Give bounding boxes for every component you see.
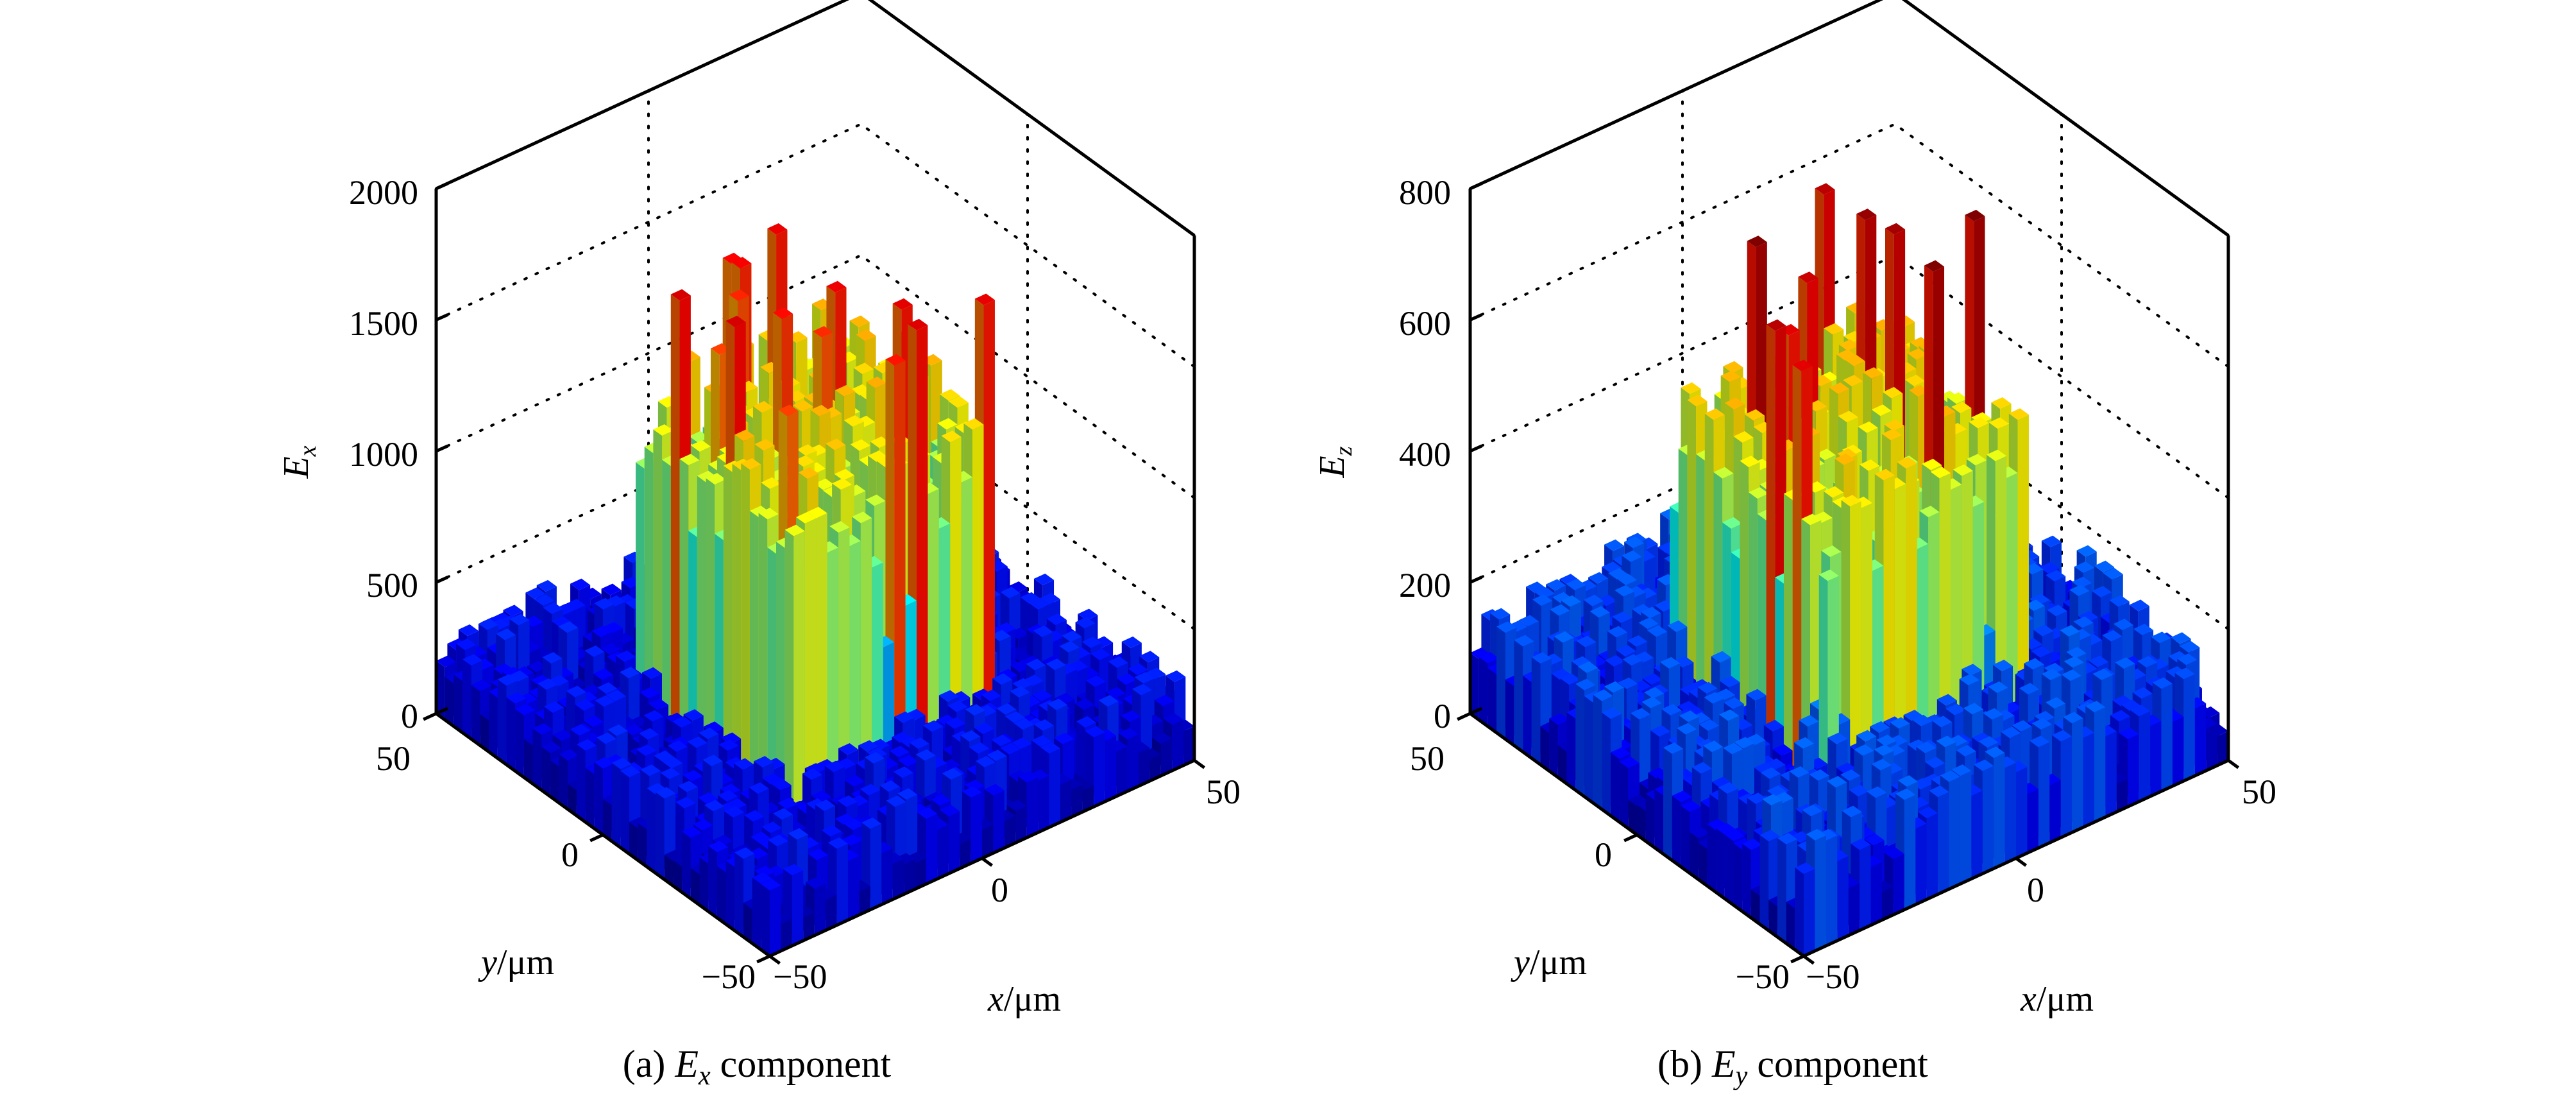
panel-b-ytick-2: 50: [1410, 739, 1445, 778]
grid-line-z: [1469, 0, 2230, 237]
panel-b-ztick-3: 600: [1399, 304, 1451, 343]
panel-a-bars: [436, 223, 1194, 956]
panel-b-ztick-0: 0: [1434, 697, 1451, 735]
panel-a-ytick-0: −50: [702, 957, 756, 996]
panel-b-ztick-2: 400: [1399, 435, 1451, 474]
y-tick-mark: [756, 954, 771, 964]
panel-a: 0 500 1000 1500 2000 Ex 50 0 −50 y/μm −5…: [276, 0, 1241, 1091]
panel-b-caption: (b) Ey component: [1657, 1043, 1928, 1091]
box-top-back-left: [435, 0, 850, 191]
panel-b-ztick-4: 800: [1399, 173, 1451, 212]
grid-line-z: [435, 253, 1196, 499]
panel-a-ztick-4: 2000: [349, 173, 418, 212]
z-tick-mark: [435, 444, 449, 453]
panel-b-zlabel: Ez: [1312, 446, 1357, 478]
panel-b-xtick-0: −50: [1806, 957, 1860, 996]
panel-a-zlabel: Ex: [276, 445, 321, 479]
y-tick-mark: [1623, 833, 1638, 843]
bar: [1795, 862, 1815, 956]
panel-a-ylabel: y/μm: [478, 943, 554, 982]
panel-b-ytick-0: −50: [1736, 957, 1790, 996]
grid-line-z: [435, 0, 1196, 237]
x-tick-mark: [2015, 857, 2028, 867]
panel-a-ztick-3: 1500: [349, 304, 418, 343]
panel-a-ztick-2: 1000: [349, 435, 418, 474]
box-top-back-left: [1469, 0, 1884, 191]
grid-line-z: [435, 123, 1196, 368]
y-tick-mark: [1457, 712, 1471, 721]
panel-b-xtick-2: 50: [2242, 773, 2276, 811]
z-tick-mark: [435, 576, 449, 584]
y-tick-mark: [589, 833, 604, 843]
x-tick-mark: [2227, 758, 2240, 769]
panel-b-ylabel: y/μm: [1511, 943, 1587, 982]
panel-a-ytick-1: 0: [561, 835, 579, 874]
z-tick-mark: [1469, 576, 1483, 584]
y-tick-mark: [1790, 954, 1805, 964]
x-tick-mark: [1193, 758, 1206, 769]
panel-b-ytick-1: 0: [1595, 835, 1612, 874]
panel-a-xtick-0: −50: [773, 957, 827, 996]
y-tick-mark: [423, 712, 437, 721]
z-tick-mark: [435, 313, 449, 321]
panel-b: 0 200 400 600 800 Ez 50 0 −50 y/μm −50 0…: [1312, 0, 2276, 1091]
panel-a-ztick-0: 0: [401, 697, 418, 735]
z-tick-mark: [1469, 313, 1483, 321]
panel-a-ztick-1: 500: [366, 566, 418, 604]
panel-a-xlabel: x/μm: [987, 979, 1061, 1019]
panel-b-bars: [1470, 183, 2228, 956]
z-tick-mark: [1469, 444, 1483, 453]
panel-a-xtick-2: 50: [1206, 773, 1241, 811]
panel-a-ytick-2: 50: [376, 739, 411, 778]
panel-a-xtick-1: 0: [991, 871, 1008, 909]
panel-b-xlabel: x/μm: [2020, 979, 2094, 1019]
panel-b-ztick-1: 200: [1399, 566, 1451, 604]
grid-line-z: [435, 385, 1196, 631]
panel-a-caption: (a) Ex component: [623, 1043, 892, 1091]
bar: [761, 878, 781, 956]
panel-b-xtick-1: 0: [2027, 871, 2044, 909]
x-tick-mark: [981, 857, 994, 867]
